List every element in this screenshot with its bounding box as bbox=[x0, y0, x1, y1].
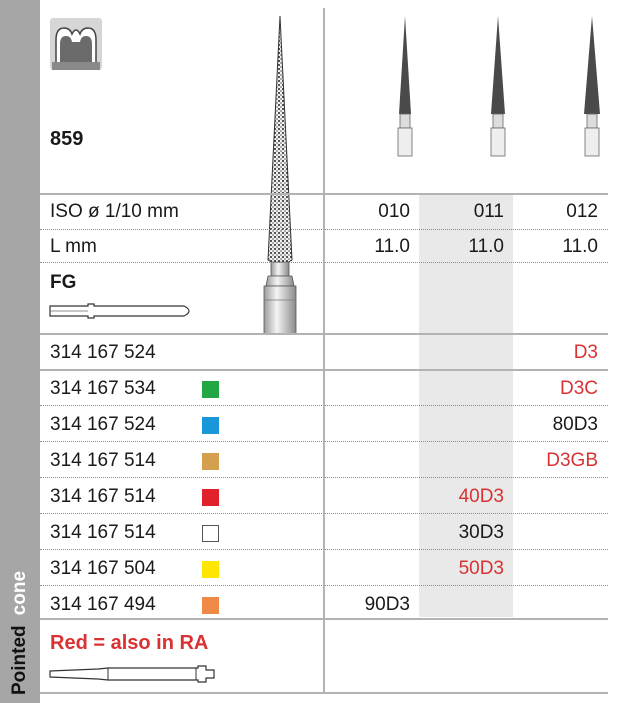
category-word-cone: cone bbox=[9, 570, 30, 616]
category-band bbox=[0, 0, 40, 703]
tooth-crown-icon bbox=[50, 18, 102, 70]
color-code-swatch bbox=[202, 381, 219, 398]
column-separator bbox=[323, 8, 325, 694]
length-011: 11.0 bbox=[468, 236, 504, 257]
iso-010: 010 bbox=[378, 201, 410, 222]
order-code-cell: D3 bbox=[573, 342, 598, 363]
color-code-swatch bbox=[202, 525, 219, 542]
bur-main-illustration bbox=[263, 15, 297, 335]
order-ref-number: 314 167 524 bbox=[50, 414, 156, 435]
category-word-pointed: Pointed bbox=[9, 625, 30, 695]
order-ref-number: 314 167 524 bbox=[50, 342, 156, 363]
figure-number: 859 bbox=[50, 128, 84, 150]
order-code-cell: 40D3 bbox=[458, 486, 504, 507]
order-ref-number: 314 167 514 bbox=[50, 486, 156, 507]
category-label: Pointed cone bbox=[8, 571, 32, 703]
color-code-swatch bbox=[202, 597, 219, 614]
order-code-cell: 30D3 bbox=[458, 522, 504, 543]
bur-size-011-icon bbox=[490, 16, 506, 157]
spec-label-length: L mm bbox=[50, 236, 97, 257]
length-012: 11.0 bbox=[562, 236, 598, 257]
order-code-cell: 50D3 bbox=[458, 558, 504, 579]
order-code-cell: 80D3 bbox=[552, 414, 598, 435]
fg-shank-icon bbox=[49, 303, 190, 319]
color-code-swatch bbox=[202, 561, 219, 578]
ra-shank-icon bbox=[49, 665, 215, 683]
spec-label-iso: ISO ø 1/10 mm bbox=[50, 201, 179, 222]
bur-size-012-icon bbox=[584, 16, 600, 157]
order-code-cell: 90D3 bbox=[364, 594, 410, 615]
order-ref-number: 314 167 504 bbox=[50, 558, 156, 579]
bur-size-010-icon bbox=[397, 16, 413, 157]
order-ref-number: 314 167 494 bbox=[50, 594, 156, 615]
color-code-swatch bbox=[202, 417, 219, 434]
color-code-swatch bbox=[202, 489, 219, 506]
ra-note: Red = also in RA bbox=[50, 632, 209, 654]
shank-type-label: FG bbox=[50, 272, 77, 293]
color-code-swatch bbox=[202, 453, 219, 470]
highlighted-column bbox=[419, 195, 513, 617]
order-ref-number: 314 167 514 bbox=[50, 450, 156, 471]
iso-012: 012 bbox=[566, 201, 598, 222]
order-ref-number: 314 167 514 bbox=[50, 522, 156, 543]
order-code-cell: D3GB bbox=[546, 450, 598, 471]
iso-011: 011 bbox=[473, 201, 504, 222]
length-010: 11.0 bbox=[374, 236, 410, 257]
order-code-cell: D3C bbox=[559, 378, 598, 399]
order-ref-number: 314 167 534 bbox=[50, 378, 156, 399]
